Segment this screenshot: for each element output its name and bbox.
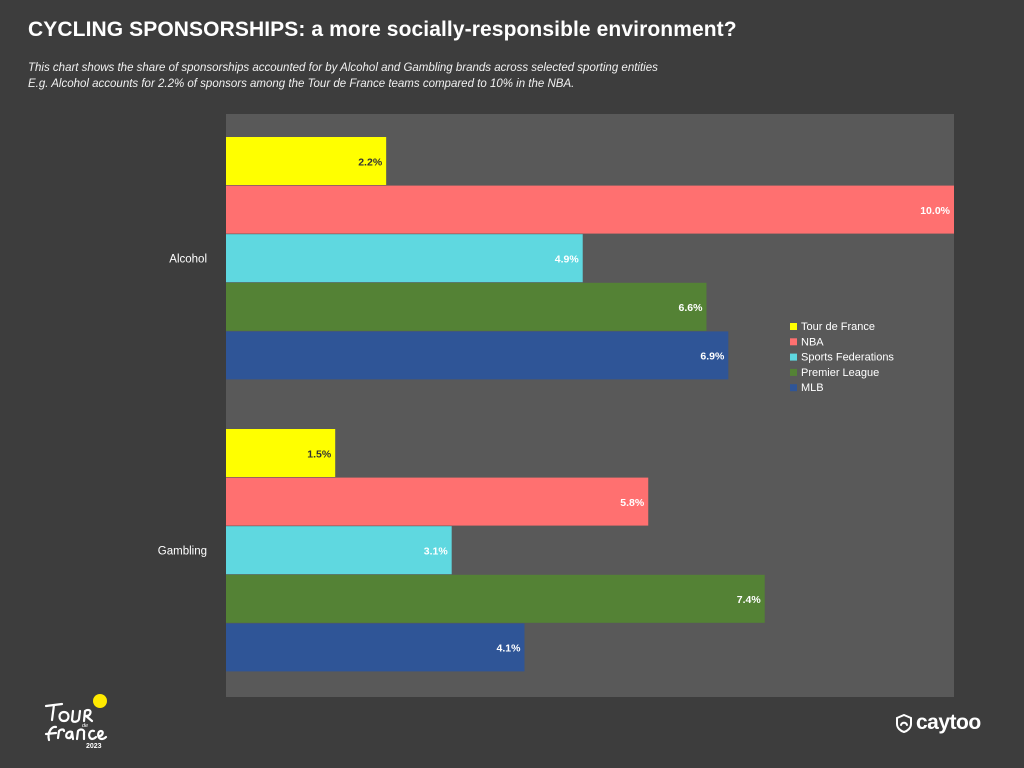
caytoo-wordmark: caytoo <box>916 711 981 734</box>
bar-gambling-nba <box>226 477 649 526</box>
legend-swatch-nba <box>790 338 797 346</box>
bar-alcohol-nba <box>226 185 954 234</box>
value-label-alcohol-mlb: 6.9% <box>700 351 725 363</box>
value-label-gambling-mlb: 4.1% <box>497 643 522 655</box>
bar-alcohol-premier-league <box>226 282 707 331</box>
bar-alcohol-mlb <box>226 331 729 380</box>
svg-text:de: de <box>82 723 88 729</box>
legend-swatch-sports-federations <box>790 353 797 361</box>
value-label-gambling-tour-de-france: 1.5% <box>307 448 332 460</box>
legend-label-tour-de-france: Tour de France <box>801 321 875 333</box>
legend-swatch-tour-de-france <box>790 323 797 330</box>
bar-alcohol-tour-de-france <box>226 137 387 185</box>
value-label-alcohol-premier-league: 6.6% <box>679 302 704 314</box>
caytoo-logo: caytoo <box>896 711 981 735</box>
value-label-alcohol-tour-de-france: 2.2% <box>358 156 383 168</box>
legend-swatch-mlb <box>790 384 797 392</box>
caytoo-shield-icon <box>896 713 912 733</box>
bar-gambling-premier-league <box>226 574 765 623</box>
value-label-alcohol-nba: 10.0% <box>920 205 950 217</box>
value-label-gambling-premier-league: 7.4% <box>737 594 762 606</box>
legend-label-mlb: MLB <box>801 382 824 394</box>
bar-gambling-tour-de-france <box>226 429 336 477</box>
category-label-gambling: Gambling <box>158 546 207 558</box>
value-label-gambling-nba: 5.8% <box>620 497 645 509</box>
bar-gambling-sports-federations <box>226 526 452 575</box>
chart-title: CYCLING SPONSORSHIPS: a more socially-re… <box>28 18 737 41</box>
legend-label-nba: NBA <box>801 336 824 348</box>
tour-de-france-logo: de 2023 <box>44 694 108 750</box>
bar-alcohol-sports-federations <box>226 234 583 283</box>
legend-swatch-premier-league <box>790 368 797 376</box>
value-label-gambling-sports-federations: 3.1% <box>424 546 449 558</box>
category-label-alcohol: Alcohol <box>169 254 207 266</box>
chart-subtitle-line-1: This chart shows the share of sponsorshi… <box>28 62 658 74</box>
legend-label-premier-league: Premier League <box>801 367 879 379</box>
chart-subtitle-line-2: E.g. Alcohol accounts for 2.2% of sponso… <box>28 78 575 90</box>
svg-text:2023: 2023 <box>86 743 102 750</box>
value-label-alcohol-sports-federations: 4.9% <box>555 254 580 266</box>
bar-gambling-mlb <box>226 623 525 672</box>
legend-label-sports-federations: Sports Federations <box>801 352 894 364</box>
